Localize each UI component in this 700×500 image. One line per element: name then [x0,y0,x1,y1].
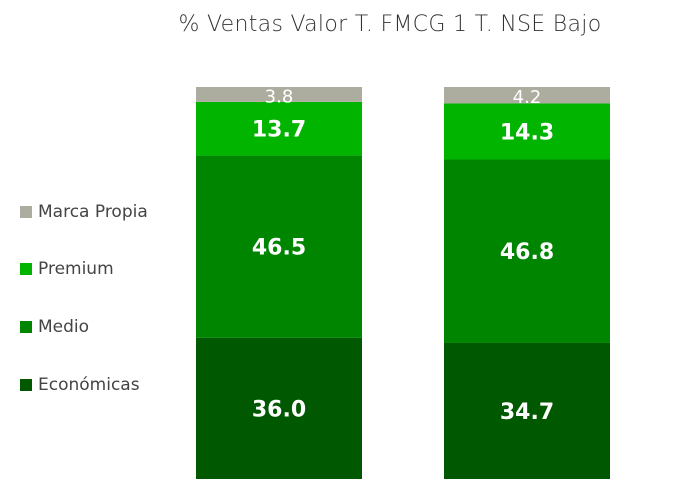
chart-title: % Ventas Valor T. FMCG 1 T. NSE Bajo [178,12,602,37]
data-label: 14.3 [500,120,554,145]
legend-item: Económicas [20,375,140,395]
data-label: 46.5 [252,236,306,261]
legend-label: Medio [38,317,90,337]
bar-segment [196,87,362,102]
data-label: 36.0 [252,397,306,422]
bar-segment [196,101,362,156]
data-label: 13.7 [252,118,306,143]
legend-label: Económicas [38,375,140,395]
bar-segment [444,159,610,343]
legend-label: Marca Propia [38,202,148,222]
bar-segment [196,155,362,338]
data-label: 4.2 [513,87,542,108]
legend-label: Premium [38,259,114,279]
legend-item: Premium [20,259,114,279]
legend-item: Medio [20,317,89,337]
data-label: 34.7 [500,400,554,425]
bar-segment [196,337,362,479]
legend-swatch [20,379,32,391]
legend-swatch [20,263,32,275]
data-label: 3.8 [265,86,294,107]
bar-segment [444,103,610,160]
bar-segment [444,87,610,104]
bar-segment [444,342,610,479]
legend-swatch [20,206,32,218]
data-label: 46.8 [500,240,554,265]
legend-swatch [20,321,32,333]
legend-item: Marca Propia [20,202,148,222]
